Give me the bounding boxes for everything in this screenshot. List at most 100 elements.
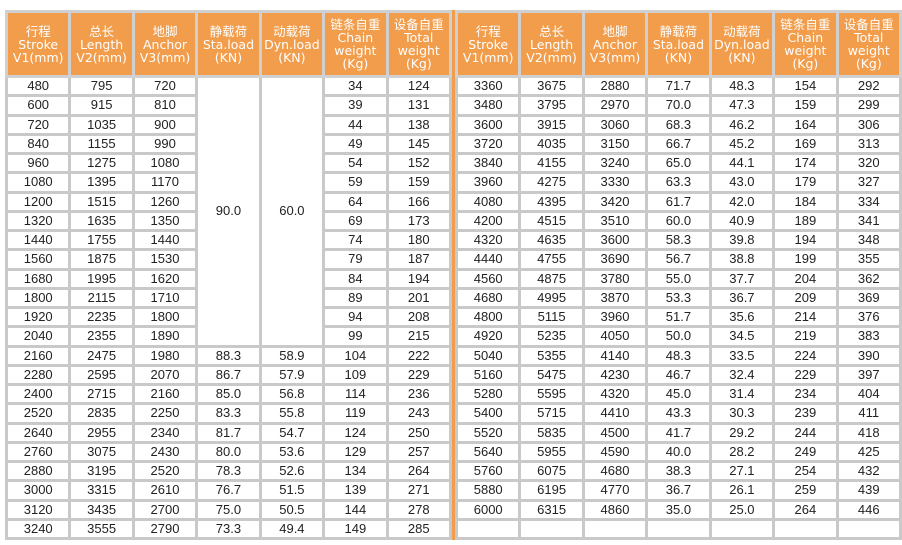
cell-stroke: 3000 <box>4 479 72 502</box>
table-row: 2400 2715 2160 85.0 56.8 114 236 <box>4 382 453 406</box>
cell-stroke: 3360 <box>454 74 522 98</box>
cell-stroke: 1920 <box>4 305 72 329</box>
table-row: 2880 3195 2520 78.3 52.6 134 264 <box>4 459 453 483</box>
cell-anchor: 3150 <box>581 132 649 156</box>
cell-dynamic-load-merged: 60.0 <box>258 75 326 348</box>
spec-table-right: 行程 Stroke V1(mm) 总长 Length V2(mm) 地脚 Anchor V3(m… <box>454 10 902 541</box>
cell-static-load: 60.0 <box>645 209 712 233</box>
cell-dynamic-load: 36.7 <box>708 286 776 310</box>
cell-static-load: 65.0 <box>645 151 712 175</box>
table-row: 5880 6195 4770 36.7 26.1 259 439 <box>454 479 902 502</box>
cell-anchor: 810 <box>131 94 199 117</box>
cell-chain-weight: 139 <box>322 479 389 502</box>
cell-total-weight: 348 <box>835 228 902 252</box>
table-row: 480 795 720 90.0 60.0 34 124 <box>4 74 453 348</box>
cell-length: 1755 <box>68 228 135 252</box>
cell-total-weight: 194 <box>385 267 453 290</box>
cell-length: 2835 <box>68 402 135 425</box>
cell-static-load: 61.7 <box>645 190 712 213</box>
cell-stroke: 3120 <box>4 498 72 521</box>
cell-stroke: 5640 <box>454 440 522 464</box>
cell-total-weight: 418 <box>835 421 902 444</box>
spec-table-container: 行程 Stroke V1(mm) 总长 Length V2(mm) 地脚 Anchor V3(m… <box>4 10 902 541</box>
cell-total-weight: 201 <box>385 286 453 310</box>
cell-anchor: 1260 <box>131 190 199 213</box>
header-total-weight: 设备自重 Total weight (Kg) <box>385 10 453 78</box>
table-row: 3840 4155 3240 65.0 44.1 174 320 <box>454 151 902 175</box>
cell-total-weight: 404 <box>835 382 902 406</box>
cell-length: 4515 <box>518 209 585 233</box>
cell-stroke: 5760 <box>454 459 522 483</box>
cell-length: 2475 <box>68 344 135 367</box>
header-static-load: 静载荷 Sta.load (KN) <box>195 10 262 78</box>
table-row: 2160 2475 1980 88.3 58.9 104 222 <box>4 344 453 367</box>
cell-length: 1875 <box>68 248 135 271</box>
header-length-en: Length <box>80 36 124 52</box>
header-anchor-unit: V3(mm) <box>139 49 191 65</box>
cell-total-weight: 271 <box>385 479 453 502</box>
header-length: 总长 Length V2(mm) <box>518 10 585 78</box>
cell-length: 4275 <box>518 171 585 194</box>
cell-anchor: 1530 <box>131 248 199 271</box>
header-dynamic-load-unit: (KN) <box>278 49 306 65</box>
table-row: 720 1035 900 44 138 <box>4 113 453 136</box>
cell-length: 1635 <box>68 209 135 233</box>
cell-anchor: 3960 <box>581 305 649 329</box>
cell-total-weight: 334 <box>835 190 902 213</box>
cell-static-load: 36.7 <box>645 479 712 502</box>
cell-chain-weight: 64 <box>322 190 389 213</box>
cell-static-load: 51.7 <box>645 305 712 329</box>
cell-dynamic-load <box>708 517 776 541</box>
header-stroke: 行程 Stroke V1(mm) <box>4 10 72 78</box>
cell-anchor: 2160 <box>131 382 199 406</box>
table-row: 1560 1875 1530 79 187 <box>4 248 453 271</box>
cell-stroke: 5400 <box>454 402 522 425</box>
table-row: 4200 4515 3510 60.0 40.9 189 341 <box>454 209 902 233</box>
cell-chain-weight: 99 <box>322 325 389 348</box>
cell-length: 3915 <box>518 113 585 136</box>
cell-chain-weight: 244 <box>772 421 839 444</box>
cell-total-weight: 376 <box>835 305 902 329</box>
cell-static-load: 50.0 <box>645 325 712 348</box>
cell-length: 5835 <box>518 421 585 444</box>
cell-chain-weight: 114 <box>322 382 389 406</box>
cell-length <box>518 517 585 541</box>
header-chain-weight-en2: weight <box>784 43 827 58</box>
cell-length: 1395 <box>68 171 135 194</box>
cell-dynamic-load: 43.0 <box>708 171 776 194</box>
cell-chain-weight: 59 <box>322 171 389 194</box>
table-row: 600 915 810 39 131 <box>4 94 453 117</box>
table-row: 5040 5355 4140 48.3 33.5 224 390 <box>454 344 902 367</box>
cell-stroke: 2640 <box>4 421 72 444</box>
header-stroke-en: Stroke <box>18 36 59 52</box>
table-row: 2640 2955 2340 81.7 54.7 124 250 <box>4 421 453 444</box>
cell-dynamic-load: 25.0 <box>708 498 776 521</box>
cell-total-weight: 411 <box>835 402 902 425</box>
cell-chain-weight: 124 <box>322 421 389 444</box>
cell-anchor: 3870 <box>581 286 649 310</box>
header-dynamic-load-zh: 动载荷 <box>723 23 761 39</box>
header-anchor-zh: 地脚 <box>152 23 178 39</box>
cell-length: 5355 <box>518 344 585 367</box>
cell-static-load: 45.0 <box>645 382 712 406</box>
cell-anchor: 3600 <box>581 228 649 252</box>
header-total-weight-zh: 设备自重 <box>393 17 444 32</box>
table-row: 2520 2835 2250 83.3 55.8 119 243 <box>4 402 453 425</box>
cell-chain-weight: 79 <box>322 248 389 271</box>
cell-chain-weight: 234 <box>772 382 839 406</box>
cell-static-load: 38.3 <box>645 459 712 483</box>
cell-anchor: 4680 <box>581 459 649 483</box>
table-row: 3480 3795 2970 70.0 47.3 159 299 <box>454 94 902 117</box>
header-total-weight-en: Total <box>854 30 884 45</box>
cell-chain-weight: 34 <box>322 74 389 98</box>
cell-static-load: 46.7 <box>645 363 712 387</box>
cell-anchor: 3330 <box>581 171 649 194</box>
cell-anchor: 2970 <box>581 94 649 117</box>
cell-stroke: 960 <box>4 151 72 175</box>
table-row: 3000 3315 2610 76.7 51.5 139 271 <box>4 479 453 502</box>
cell-dynamic-load: 27.1 <box>708 459 776 483</box>
cell-stroke: 4440 <box>454 248 522 271</box>
cell-total-weight: 278 <box>385 498 453 521</box>
cell-stroke: 2040 <box>4 325 72 348</box>
header-stroke-zh: 行程 <box>25 23 51 39</box>
